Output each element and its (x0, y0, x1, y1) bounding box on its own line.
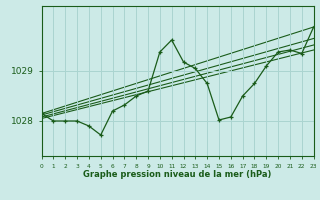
X-axis label: Graphe pression niveau de la mer (hPa): Graphe pression niveau de la mer (hPa) (84, 170, 272, 179)
